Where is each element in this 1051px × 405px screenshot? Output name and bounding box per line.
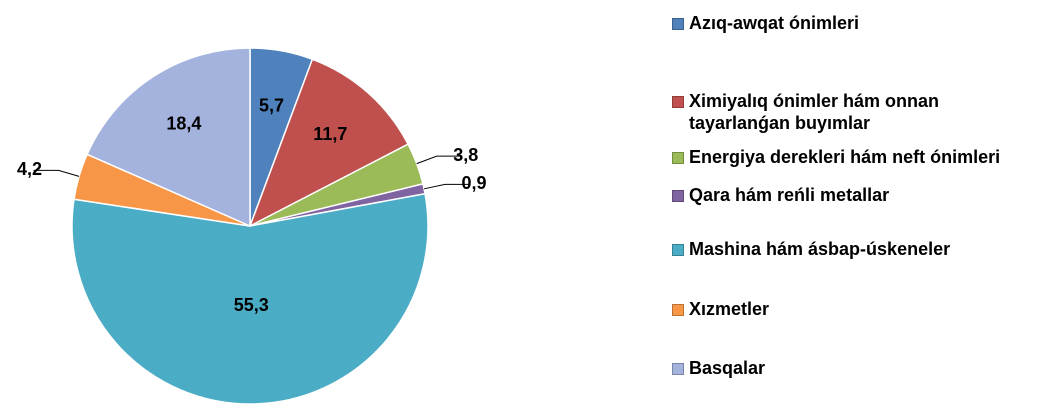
legend-label: Azıq-awqat ónimleri	[689, 13, 860, 33]
legend-item: Energiya derekleri hám neft ónimleri	[672, 146, 1042, 168]
data-label: 55,3	[234, 295, 269, 315]
pie-slice	[248, 58, 410, 228]
data-label: 18,4	[166, 113, 201, 133]
data-label: 5,7	[259, 96, 284, 116]
legend-item: Xızmetler	[672, 298, 1042, 320]
legend-item: Ximiyalıq ónimler hám onnan tayarlanǵan …	[672, 90, 1042, 134]
legend-item: Basqalar	[672, 357, 1042, 379]
leader-line	[416, 155, 462, 165]
data-label: 3,8	[453, 145, 478, 165]
legend-swatch	[672, 152, 684, 164]
pie-slice	[86, 47, 251, 228]
legend-swatch	[672, 190, 684, 202]
legend-label: Qara hám reńli metallar	[689, 185, 890, 205]
data-label: 4,2	[17, 159, 42, 179]
legend-swatch	[672, 363, 684, 375]
legend-swatch	[672, 244, 684, 256]
legend-label: Energiya derekleri hám neft ónimleri	[689, 147, 1001, 167]
legend-label: Mashina hám ásbap-úskeneler	[689, 239, 951, 259]
leader-line	[423, 183, 470, 190]
leader-line	[33, 169, 80, 177]
legend-swatch	[672, 18, 684, 30]
data-label: 11,7	[313, 124, 347, 144]
pie-area: 5,7 11,7 3,8 0,9 55,3 4,2 18,4	[17, 47, 486, 405]
legend-item: Qara hám reńli metallar	[672, 184, 1042, 206]
legend-swatch	[672, 96, 684, 108]
legend-label: Xızmetler	[689, 299, 770, 319]
legend-label: Ximiyalıq ónimler hám onnan tayarlanǵan …	[689, 91, 940, 133]
legend-label: Basqalar	[689, 358, 766, 378]
pie-slice	[71, 192, 429, 405]
legend-item: Azıq-awqat ónimleri	[672, 12, 1042, 34]
legend-swatch	[672, 304, 684, 316]
data-label: 0,9	[461, 173, 486, 193]
legend-item: Mashina hám ásbap-úskeneler	[672, 238, 1042, 260]
